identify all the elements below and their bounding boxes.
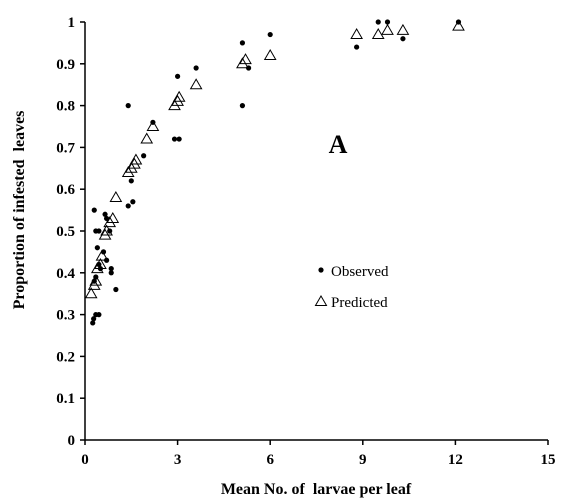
observed-point — [175, 73, 181, 79]
observed-point — [267, 31, 273, 38]
predicted-point — [129, 153, 143, 165]
predicted-point — [89, 274, 103, 286]
y-tick-label: 0.2 — [56, 349, 75, 365]
predicted-point — [100, 224, 113, 236]
predicted-point — [106, 211, 120, 223]
predicted-point — [128, 157, 141, 169]
observed-point — [91, 207, 97, 213]
predicted-point — [94, 257, 107, 269]
y-axis-title: Proportion of infested leaves — [11, 111, 28, 310]
predicted-point — [381, 23, 394, 35]
observed-point — [125, 103, 131, 109]
series-observed — [90, 19, 462, 326]
predicted-point — [95, 249, 109, 261]
x-tick-label: 0 — [81, 452, 89, 468]
observed-point — [96, 228, 102, 234]
predicted-point — [109, 191, 123, 203]
predicted-point — [189, 78, 203, 90]
observed-point — [125, 203, 131, 209]
observed-point — [108, 266, 114, 272]
series-layer — [84, 19, 465, 326]
predicted-point — [171, 94, 184, 106]
x-axis-title: Mean No. of larvae per leaf — [221, 481, 412, 498]
x-ticks: 0 3 6 9 12 15 — [81, 440, 556, 468]
y-tick-label: 0.3 — [56, 308, 75, 324]
predicted-point — [168, 99, 181, 111]
series-predicted — [84, 19, 465, 299]
predicted-point — [84, 287, 98, 299]
observed-point — [400, 36, 406, 42]
observed-point — [384, 19, 391, 25]
observed-point — [239, 103, 246, 109]
observed-point — [90, 320, 96, 326]
predicted-point — [172, 90, 186, 102]
y-tick-label: 0.1 — [56, 391, 75, 407]
predicted-point — [124, 161, 138, 173]
y-tick-label: 0 — [68, 433, 76, 449]
y-tick-label: 0.4 — [56, 266, 75, 282]
x-tick-label: 6 — [266, 452, 274, 468]
observed-point — [113, 286, 119, 293]
predicted-point — [98, 228, 112, 240]
legend-observed-label: Observed — [331, 264, 389, 280]
observed-point — [108, 270, 114, 276]
observed-point — [239, 40, 246, 46]
observed-point — [91, 316, 97, 322]
panel-label: A — [329, 130, 348, 159]
predicted-point — [396, 23, 410, 35]
x-tick-label: 9 — [359, 452, 367, 468]
legend-predicted-marker — [314, 295, 328, 306]
axes — [84, 22, 548, 441]
y-tick-label: 1 — [68, 15, 76, 31]
observed-point — [354, 44, 360, 50]
observed-point — [375, 19, 381, 25]
predicted-point — [239, 53, 252, 65]
observed-point — [171, 136, 178, 142]
legend-predicted-label: Predicted — [331, 295, 388, 311]
legend: Observed Predicted — [314, 264, 389, 311]
observed-point — [128, 178, 134, 184]
y-tick-label: 0.6 — [56, 182, 75, 198]
predicted-point — [90, 262, 104, 274]
x-tick-label: 12 — [448, 452, 463, 468]
y-tick-label: 0.5 — [56, 224, 75, 240]
y-ticks: 0 0.1 0.2 0.3 0.4 0.5 0.6 0.7 0.8 0.9 1 — [56, 15, 85, 449]
predicted-point — [103, 216, 117, 228]
observed-point — [141, 153, 147, 159]
observed-point — [130, 199, 136, 205]
observed-point — [193, 65, 199, 71]
observed-point — [176, 136, 182, 142]
observed-point — [94, 245, 100, 251]
y-tick-label: 0.9 — [56, 57, 75, 73]
legend-observed-marker — [318, 267, 324, 273]
predicted-point — [87, 278, 101, 290]
predicted-point — [371, 28, 385, 40]
predicted-point — [236, 57, 249, 69]
predicted-point — [140, 132, 154, 144]
predicted-point — [350, 28, 363, 40]
predicted-point — [146, 120, 160, 131]
predicted-point — [121, 165, 135, 177]
x-tick-label: 15 — [541, 452, 556, 468]
y-tick-label: 0.7 — [56, 140, 75, 156]
y-tick-label: 0.8 — [56, 99, 75, 115]
predicted-point — [263, 48, 277, 60]
observed-point — [102, 211, 108, 217]
predicted-point — [452, 19, 465, 31]
x-tick-label: 3 — [174, 452, 182, 468]
observed-point — [96, 312, 102, 318]
